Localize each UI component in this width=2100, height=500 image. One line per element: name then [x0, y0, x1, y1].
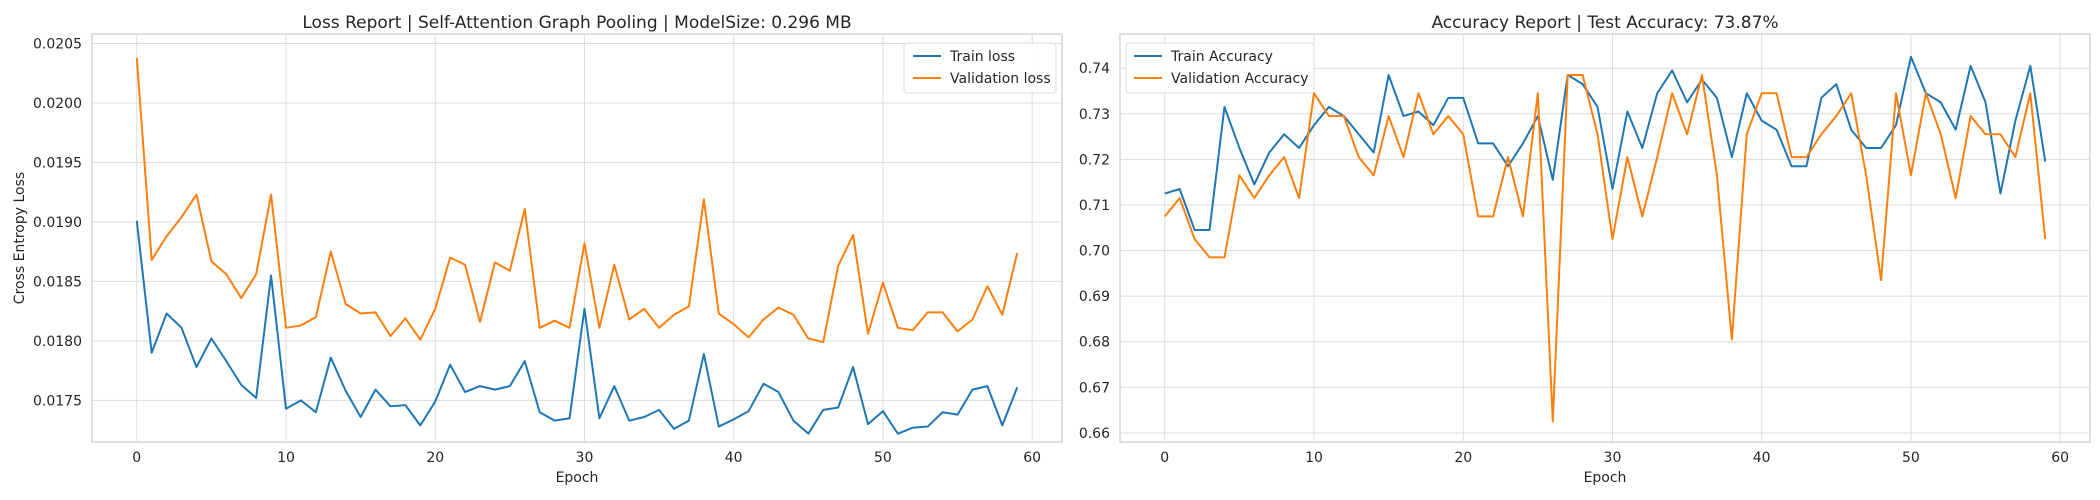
accuracy-tick-labels: 0 10 20 30 40 50 60 0.66 0.67 0.68 0.69 0.70 0.71 0.7…	[1079, 61, 2069, 466]
loss-x-tick-label: 30	[576, 450, 594, 466]
accuracy-y-tick-label: 0.71	[1079, 198, 1110, 214]
loss-legend-box	[903, 42, 1057, 94]
accuracy-x-tick-label: 20	[1454, 450, 1472, 466]
accuracy-y-tick-label: 0.66	[1079, 426, 1110, 442]
accuracy-x-tick-label: 30	[1604, 450, 1622, 466]
loss-x-tick-label: 40	[725, 450, 743, 466]
loss-y-tick-label: 0.0200	[33, 96, 82, 112]
accuracy-legend-validation-label: Validation Accuracy	[1171, 71, 1309, 87]
accuracy-y-tick-label: 0.74	[1079, 61, 1110, 77]
accuracy-x-axis-label: Epoch	[1584, 470, 1627, 486]
loss-y-tick-label: 0.0205	[33, 37, 82, 53]
accuracy-legend-box	[1125, 42, 1315, 94]
accuracy-x-tick-label: 50	[1902, 450, 1920, 466]
loss-x-tick-label: 20	[426, 450, 444, 466]
loss-y-tick-label: 0.0175	[33, 393, 82, 409]
loss-x-tick-label: 60	[1023, 450, 1041, 466]
loss-tick-labels: 0 10 20 30 40 50 60 0.0175 0.0180 0.0185 0.0190 0.0…	[33, 37, 1041, 466]
accuracy-x-tick-label: 40	[1753, 450, 1771, 466]
accuracy-y-tick-label: 0.70	[1079, 244, 1110, 260]
accuracy-y-tick-label: 0.73	[1079, 107, 1110, 123]
accuracy-x-tick-label: 0	[1160, 450, 1169, 466]
accuracy-x-tick-label: 60	[2051, 450, 2069, 466]
loss-x-axis-label: Epoch	[556, 470, 599, 486]
accuracy-validation-accuracy-line	[1163, 74, 2047, 423]
loss-y-tick-label: 0.0195	[33, 155, 82, 171]
loss-chart-title: Loss Report | Self-Attention Graph Pooli…	[302, 13, 851, 33]
loss-series	[135, 57, 1019, 435]
loss-legend: Train loss Validation loss	[903, 42, 1057, 94]
loss-plot-area	[91, 33, 1063, 443]
accuracy-legend: Train Accuracy Validation Accuracy	[1125, 42, 1315, 94]
loss-legend-validation-label: Validation loss	[950, 71, 1051, 87]
loss-x-tick-label: 10	[277, 450, 295, 466]
accuracy-y-tick-label: 0.68	[1079, 335, 1110, 351]
accuracy-chart-title: Accuracy Report | Test Accuracy: 73.87%	[1431, 13, 1778, 33]
loss-train-loss-line	[135, 220, 1019, 435]
accuracy-legend-train-label: Train Accuracy	[1170, 49, 1273, 65]
accuracy-y-tick-label: 0.69	[1079, 289, 1110, 305]
accuracy-x-tick-label: 10	[1305, 450, 1323, 466]
accuracy-chart: 0 10 20 30 40 50 60 0.66 0.67 0.68 0.69 0.70 0.71 0.7…	[1079, 13, 2091, 486]
loss-legend-train-label: Train loss	[949, 49, 1015, 65]
loss-y-tick-label: 0.0185	[33, 274, 82, 290]
accuracy-train-accuracy-line	[1164, 55, 2047, 232]
loss-x-tick-label: 0	[132, 450, 141, 466]
loss-x-tick-label: 50	[874, 450, 892, 466]
loss-validation-loss-line	[135, 57, 1019, 344]
loss-chart: 0 10 20 30 40 50 60 0.0175 0.0180 0.0185 0.0190 0.0…	[12, 13, 1063, 486]
accuracy-plot-area	[1119, 33, 2091, 443]
accuracy-series	[1163, 55, 2047, 423]
loss-y-tick-label: 0.0180	[33, 334, 82, 350]
loss-y-axis-label: Cross Entropy Loss	[12, 172, 28, 304]
accuracy-y-tick-label: 0.67	[1079, 380, 1110, 396]
accuracy-y-tick-label: 0.72	[1079, 152, 1110, 168]
loss-y-tick-label: 0.0190	[33, 215, 82, 231]
